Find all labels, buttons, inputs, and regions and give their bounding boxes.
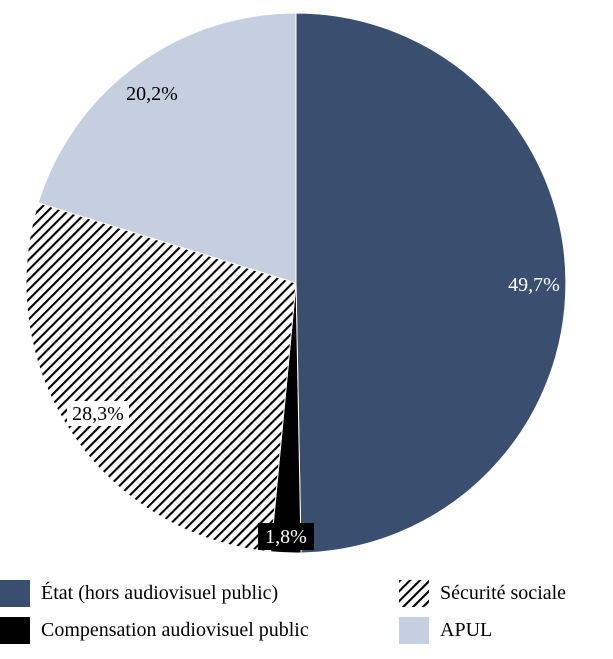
legend-swatch-etat	[0, 579, 30, 607]
pie-chart: 49,7% 1,8% 28,3% 20,2%	[25, 12, 567, 554]
slice-apul	[37, 12, 297, 284]
slice-securite-sociale-label: 28,3%	[72, 403, 124, 425]
legend-label-securite-sociale: Sécurité sociale	[440, 581, 567, 604]
legend-swatch-securite-sociale	[399, 579, 429, 607]
slice-etat-label: 49,7%	[508, 274, 560, 296]
legend: État (hors audiovisuel public) Sécurité …	[0, 578, 613, 658]
legend-item-securite-sociale: Sécurité sociale	[399, 578, 566, 608]
legend-item-compensation: Compensation audiovisuel public	[0, 615, 309, 645]
slice-compensation-label-bg	[258, 523, 314, 550]
legend-label-etat: État (hors audiovisuel public)	[41, 581, 279, 604]
slice-securite-sociale-label-bg	[67, 401, 129, 426]
legend-swatch-apul	[399, 616, 429, 644]
slice-apul-label: 20,2%	[126, 83, 178, 105]
slice-etat	[295, 12, 567, 554]
legend-label-compensation: Compensation audiovisuel public	[41, 618, 309, 641]
legend-swatch-compensation	[0, 616, 30, 644]
legend-item-apul: APUL	[399, 615, 492, 645]
legend-item-etat: État (hors audiovisuel public)	[0, 578, 278, 608]
legend-label-apul: APUL	[440, 618, 493, 641]
slice-compensation-label: 1,8%	[265, 526, 307, 548]
slice-securite-sociale	[25, 202, 297, 553]
